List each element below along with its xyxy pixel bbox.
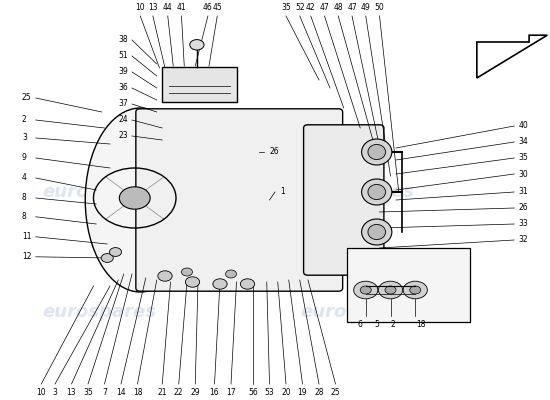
Text: 25: 25: [22, 94, 32, 102]
FancyBboxPatch shape: [162, 67, 236, 102]
Circle shape: [185, 277, 200, 287]
Text: 35: 35: [518, 154, 528, 162]
Text: 29: 29: [190, 388, 200, 397]
Text: 26: 26: [270, 148, 279, 156]
Text: 1: 1: [280, 188, 285, 196]
Text: 25: 25: [331, 388, 340, 397]
Circle shape: [360, 286, 371, 294]
Text: 14: 14: [116, 388, 126, 397]
Text: 36: 36: [118, 84, 128, 92]
Circle shape: [213, 279, 227, 289]
Text: 18: 18: [416, 320, 426, 329]
Polygon shape: [477, 35, 547, 78]
Text: 51: 51: [118, 52, 128, 60]
Text: 23: 23: [118, 132, 128, 140]
Ellipse shape: [368, 224, 386, 240]
Circle shape: [410, 286, 421, 294]
Text: 31: 31: [518, 188, 528, 196]
Text: 2: 2: [22, 116, 27, 124]
Text: 56: 56: [248, 388, 258, 397]
Text: eurospares: eurospares: [300, 303, 415, 321]
Text: 4: 4: [22, 174, 27, 182]
Text: eurospares: eurospares: [42, 183, 156, 201]
Text: 32: 32: [518, 236, 528, 244]
Text: 10: 10: [135, 3, 145, 12]
Text: 2: 2: [391, 320, 395, 329]
Text: 47: 47: [347, 3, 357, 12]
Text: 40: 40: [518, 122, 528, 130]
Text: 39: 39: [118, 68, 128, 76]
Text: 8: 8: [22, 194, 27, 202]
Circle shape: [240, 279, 255, 289]
Text: 46: 46: [203, 3, 213, 12]
FancyBboxPatch shape: [136, 109, 343, 291]
Text: 13: 13: [67, 388, 76, 397]
Text: 22: 22: [174, 388, 184, 397]
Circle shape: [226, 270, 236, 278]
Text: 37: 37: [118, 100, 128, 108]
Text: 12: 12: [22, 252, 31, 261]
Text: 49: 49: [361, 3, 371, 12]
Text: 48: 48: [333, 3, 343, 12]
Text: 13: 13: [148, 3, 158, 12]
Text: 5: 5: [375, 320, 379, 329]
Text: 7: 7: [102, 388, 107, 397]
Text: 34: 34: [518, 138, 528, 146]
Text: 53: 53: [265, 388, 274, 397]
Circle shape: [190, 40, 204, 50]
Text: 17: 17: [226, 388, 236, 397]
Circle shape: [385, 286, 396, 294]
Text: 42: 42: [306, 3, 316, 12]
Ellipse shape: [362, 219, 392, 245]
Text: 18: 18: [133, 388, 142, 397]
Text: 30: 30: [518, 170, 528, 178]
Ellipse shape: [362, 139, 392, 165]
Circle shape: [109, 248, 122, 256]
Text: 38: 38: [118, 36, 128, 44]
Circle shape: [182, 268, 192, 276]
Text: eurospares: eurospares: [42, 303, 156, 321]
Text: 41: 41: [177, 3, 186, 12]
Text: 52: 52: [295, 3, 305, 12]
Text: 20: 20: [281, 388, 291, 397]
Text: 10: 10: [36, 388, 46, 397]
Text: 24: 24: [118, 116, 128, 124]
Ellipse shape: [85, 108, 195, 292]
Text: 44: 44: [163, 3, 173, 12]
Ellipse shape: [368, 184, 386, 200]
Ellipse shape: [362, 179, 392, 205]
Text: 33: 33: [518, 220, 528, 228]
Text: 35: 35: [281, 3, 291, 12]
Text: 9: 9: [22, 154, 27, 162]
Circle shape: [354, 281, 378, 299]
Circle shape: [158, 271, 172, 281]
Text: 26: 26: [518, 204, 528, 212]
Text: eurospares: eurospares: [300, 183, 415, 201]
Circle shape: [378, 281, 403, 299]
Text: 11: 11: [22, 232, 31, 241]
FancyBboxPatch shape: [346, 248, 470, 322]
Text: 8: 8: [22, 212, 27, 221]
Circle shape: [403, 281, 427, 299]
Text: 45: 45: [212, 3, 222, 12]
Ellipse shape: [368, 144, 386, 160]
Text: 6: 6: [358, 320, 362, 329]
Text: 16: 16: [210, 388, 219, 397]
Circle shape: [101, 254, 113, 262]
Text: 47: 47: [320, 3, 329, 12]
Text: 50: 50: [375, 3, 384, 12]
Text: 28: 28: [314, 388, 324, 397]
Text: 19: 19: [298, 388, 307, 397]
Text: 3: 3: [53, 388, 57, 397]
Text: 35: 35: [83, 388, 93, 397]
Text: 3: 3: [22, 134, 27, 142]
FancyBboxPatch shape: [304, 125, 384, 275]
Text: 21: 21: [157, 388, 167, 397]
Circle shape: [119, 187, 150, 209]
